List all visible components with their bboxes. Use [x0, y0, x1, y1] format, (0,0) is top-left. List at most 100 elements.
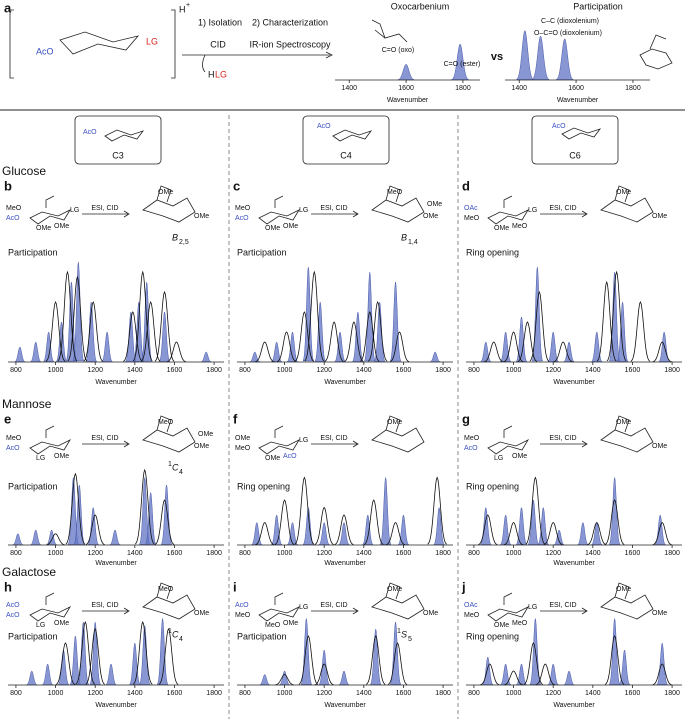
reagent: ESI, CID [549, 205, 576, 212]
experimental-peak [596, 280, 617, 362]
arrow [202, 54, 206, 73]
computed-peak [576, 522, 590, 545]
arrow [311, 210, 359, 218]
x-tick-label: 800 [10, 550, 22, 557]
product-label: OMe [616, 189, 631, 196]
reactant-label: MeO [235, 612, 251, 619]
product-label: OMe [194, 610, 209, 617]
product [142, 415, 196, 453]
conformer-sub: 5 [408, 636, 412, 643]
experimental-peak [85, 514, 105, 546]
computed-peak [527, 499, 540, 545]
reactant-label: AcO [283, 453, 297, 460]
experimental-peak [652, 663, 672, 686]
product [142, 185, 196, 223]
chair [59, 31, 140, 55]
reactant-label: AcO [235, 602, 249, 609]
reactant-label: LG [299, 207, 308, 214]
conformer: S [401, 629, 407, 639]
conformer-sub: 4 [179, 636, 183, 643]
outcome: Participation [237, 247, 287, 257]
panel-letter: g [462, 411, 470, 426]
x-axis-label: Wavenumber [95, 379, 137, 386]
x-tick-label: 1000 [48, 550, 64, 557]
experimental-peak [535, 663, 555, 686]
x-tick-label: 800 [468, 367, 480, 374]
arrow [540, 210, 588, 218]
reagent: ESI, CID [549, 602, 576, 609]
row-title: Galactose [2, 565, 56, 579]
x-tick-label: 1800 [206, 367, 222, 374]
conformer: C [172, 629, 179, 639]
arrow [540, 440, 588, 448]
conformer-sup: 1 [397, 628, 401, 635]
x-tick-label: 800 [10, 367, 22, 374]
reactant-label: OMe [494, 622, 509, 629]
panel-letter: h [4, 579, 12, 594]
experimental-peak [140, 300, 161, 362]
x-tick-label: 1400 [585, 690, 601, 697]
conformer-sup: 1 [168, 628, 172, 635]
computed-peak [30, 341, 42, 363]
computed-peak [547, 331, 560, 362]
reactant-label: MeO [464, 612, 480, 619]
computed-peak [499, 663, 512, 686]
product [600, 415, 654, 453]
computed-peak [104, 663, 118, 686]
computed-peak [109, 529, 121, 546]
reactant-label: LG [528, 207, 537, 214]
panel-letter: j [461, 579, 466, 594]
computed-peak [55, 321, 68, 362]
computed-peak [314, 301, 327, 362]
x-tick-label: 1200 [545, 550, 561, 557]
arrow [311, 440, 359, 448]
lost-h: H [208, 69, 215, 79]
x-tick-label: 1000 [506, 367, 522, 374]
panel-letter: a [4, 0, 12, 15]
experimental-peak [344, 321, 364, 362]
computed-peak [555, 38, 575, 80]
x-axis-label: Wavenumber [557, 97, 599, 104]
panel-letter: i [233, 579, 237, 594]
chair [332, 129, 373, 142]
x-tick-label: 1400 [585, 550, 601, 557]
experimental-peak [503, 521, 524, 546]
x-tick-label: 1000 [48, 690, 64, 697]
reactant-label: AcO [6, 445, 20, 452]
conformer-sub: 4 [179, 469, 183, 476]
reactant-label: OMe [283, 223, 298, 230]
x-tick-label: 1400 [585, 367, 601, 374]
x-tick-label: 800 [239, 690, 251, 697]
experimental-peak [503, 331, 524, 363]
experimental-peak [652, 341, 672, 363]
outcome: Participation [8, 247, 58, 257]
computed-peak [397, 63, 415, 81]
computed-peak [433, 506, 446, 545]
box-label: C3 [112, 150, 124, 160]
panel-letter: c [233, 178, 240, 193]
computed-peak [515, 29, 535, 80]
computed-peak [72, 261, 85, 362]
step: 1) Isolation [198, 17, 242, 27]
row-title: Mannose [2, 397, 52, 411]
x-tick-label: 1000 [506, 690, 522, 697]
peak-label: C–C (dioxolenium) [541, 18, 599, 25]
product-label: OMe [423, 213, 438, 220]
experimental-peak [132, 620, 153, 685]
x-tick-label: 800 [468, 690, 480, 697]
computed-peak [333, 331, 347, 362]
computed-peak [250, 522, 264, 545]
panel-a: a AcO LG H + 1) Isolation CID H LG 2) Ch… [4, 0, 503, 79]
reagent: ESI, CID [91, 435, 118, 442]
conformer-sub: 1,4 [408, 239, 418, 246]
substituent: AcO [552, 123, 566, 130]
x-tick-label: 1800 [625, 85, 641, 92]
product [371, 185, 425, 223]
product [371, 415, 425, 453]
reactant-label: OMe [235, 435, 250, 442]
product-label: OMe [652, 443, 667, 450]
experimental-peak [166, 341, 187, 363]
computed-peak [317, 522, 331, 545]
computed-peak [200, 351, 212, 363]
experimental-peak [553, 341, 573, 363]
